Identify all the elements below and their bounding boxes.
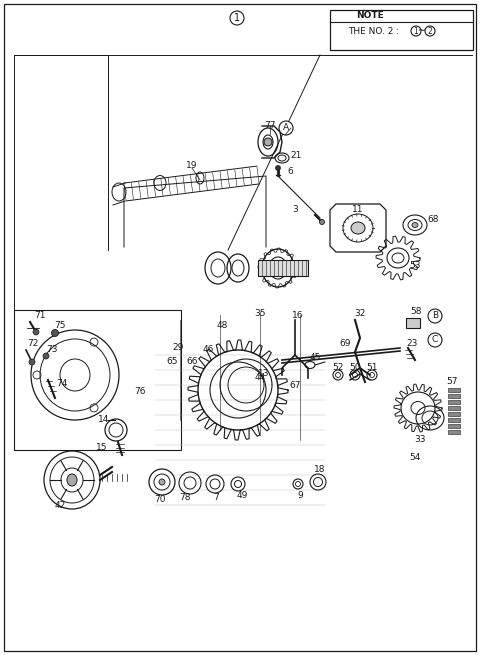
Text: ~: ~ [418, 26, 426, 36]
Bar [448, 394, 460, 398]
Text: 14: 14 [98, 415, 110, 424]
Text: 77: 77 [264, 121, 276, 130]
Text: 58: 58 [410, 307, 422, 316]
Circle shape [51, 329, 59, 337]
Text: 54: 54 [409, 453, 420, 462]
Text: 46: 46 [202, 345, 214, 354]
Text: 65: 65 [166, 356, 178, 365]
Bar [448, 412, 460, 416]
Text: 78: 78 [179, 493, 191, 502]
Text: 53: 53 [409, 261, 421, 269]
Text: 44: 44 [254, 373, 265, 383]
Text: 75: 75 [54, 320, 66, 329]
Circle shape [428, 309, 442, 323]
Ellipse shape [320, 219, 324, 225]
Text: 23: 23 [406, 339, 418, 348]
Circle shape [279, 121, 293, 135]
Text: 7: 7 [213, 493, 219, 502]
Text: A: A [283, 124, 289, 132]
Text: 70: 70 [154, 495, 166, 504]
Bar [448, 424, 460, 428]
Text: 15: 15 [96, 443, 108, 453]
Text: 32: 32 [354, 309, 366, 318]
Text: 66: 66 [186, 356, 198, 365]
Bar [448, 406, 460, 410]
Circle shape [425, 26, 435, 36]
Circle shape [264, 138, 272, 146]
Text: 2: 2 [428, 26, 432, 35]
Bar [448, 388, 460, 392]
Bar [448, 430, 460, 434]
Bar [448, 400, 460, 404]
Text: 76: 76 [134, 388, 146, 396]
Text: 69: 69 [339, 339, 351, 348]
Text: 45: 45 [309, 352, 321, 362]
Bar [258, 260, 308, 276]
Circle shape [43, 353, 49, 359]
Text: 50: 50 [349, 364, 361, 373]
Circle shape [230, 11, 244, 25]
Bar [406, 318, 420, 328]
Ellipse shape [159, 479, 165, 485]
Text: 68: 68 [427, 215, 439, 225]
Polygon shape [110, 308, 345, 542]
Bar [330, 10, 473, 50]
Text: NOTE: NOTE [356, 12, 384, 20]
Text: 73: 73 [46, 345, 58, 354]
Text: 29: 29 [172, 343, 184, 352]
Text: 11: 11 [352, 206, 364, 214]
Text: 33: 33 [414, 436, 426, 445]
Text: 48: 48 [216, 322, 228, 331]
Circle shape [276, 166, 280, 170]
Text: 1: 1 [234, 13, 240, 23]
Text: 19: 19 [186, 160, 198, 170]
Text: 35: 35 [254, 310, 266, 318]
Text: C: C [432, 335, 438, 345]
Text: 51: 51 [366, 364, 378, 373]
Text: 49: 49 [236, 491, 248, 500]
Text: 21: 21 [290, 151, 302, 160]
Circle shape [33, 329, 39, 335]
Text: 3: 3 [292, 206, 298, 214]
Text: 1: 1 [414, 26, 419, 35]
Ellipse shape [351, 222, 365, 234]
Bar [448, 418, 460, 422]
Text: THE NO. 2 :: THE NO. 2 : [348, 26, 399, 35]
Text: 67: 67 [289, 381, 301, 390]
Text: 52: 52 [332, 364, 344, 373]
Ellipse shape [67, 474, 77, 486]
Text: 71: 71 [34, 312, 46, 320]
Circle shape [29, 359, 35, 365]
Text: B: B [432, 312, 438, 320]
Text: 18: 18 [314, 466, 326, 474]
Bar [14, 310, 181, 450]
Text: 16: 16 [292, 312, 304, 320]
Circle shape [428, 333, 442, 347]
Text: 74: 74 [56, 379, 68, 388]
Text: 72: 72 [27, 339, 39, 348]
Text: 42: 42 [54, 500, 66, 510]
Text: 6: 6 [287, 168, 293, 176]
Circle shape [411, 26, 421, 36]
Text: 13: 13 [258, 369, 270, 379]
Text: 57: 57 [446, 377, 458, 386]
Text: 9: 9 [297, 491, 303, 500]
Ellipse shape [412, 223, 418, 227]
